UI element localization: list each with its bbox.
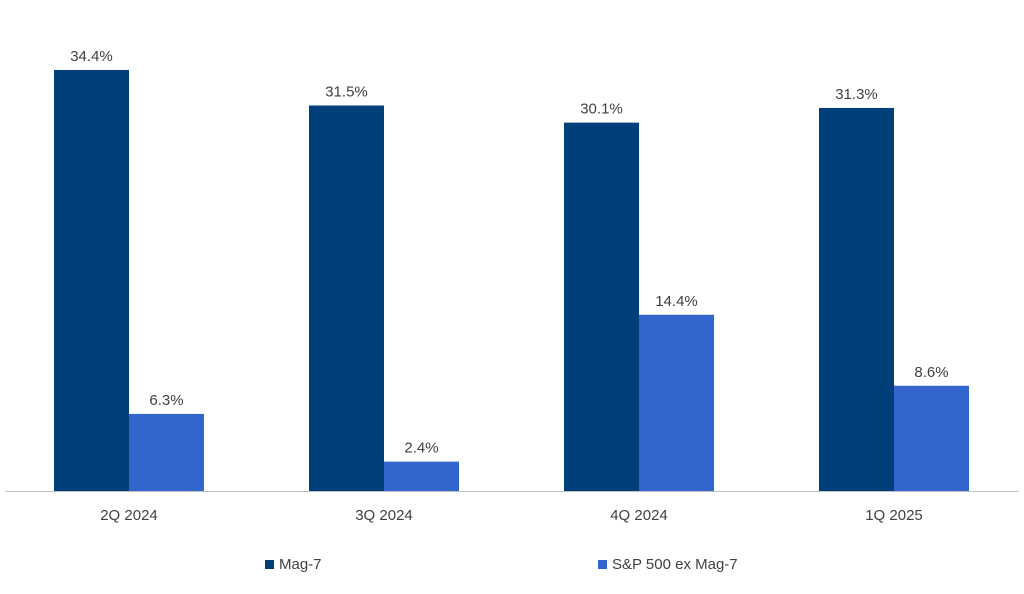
legend-label-sp500-ex-mag7: S&P 500 ex Mag-7 [612, 556, 738, 573]
bar-sp500-ex-mag7-0 [129, 413, 204, 491]
data-label-sp500-ex-mag7-0: 6.3% [149, 392, 183, 409]
bar-mag7-2 [564, 122, 639, 491]
x-tick-label-0: 2Q 2024 [100, 507, 158, 524]
bar-mag7-3 [819, 107, 894, 491]
bar-sp500-ex-mag7-2 [639, 314, 714, 491]
bar-mag7-1 [309, 105, 384, 492]
data-label-sp500-ex-mag7-2: 14.4% [655, 293, 698, 310]
legend: Mag-7 S&P 500 ex Mag-7 [265, 556, 738, 573]
bar-mag7-0 [54, 70, 129, 491]
data-label-sp500-ex-mag7-3: 8.6% [914, 364, 948, 381]
bar-sp500-ex-mag7-3 [894, 385, 969, 491]
legend-swatch-sp500-ex-mag7 [598, 560, 607, 569]
legend-swatch-mag7 [265, 560, 274, 569]
data-label-mag7-0: 34.4% [70, 48, 113, 65]
data-label-mag7-2: 30.1% [580, 101, 623, 118]
data-label-sp500-ex-mag7-1: 2.4% [404, 440, 438, 457]
data-label-mag7-3: 31.3% [835, 86, 878, 103]
x-tick-labels-layer: 2Q 2024 3Q 2024 4Q 2024 1Q 2025 [100, 507, 923, 524]
x-tick-label-3: 1Q 2025 [865, 507, 923, 524]
bar-sp500-ex-mag7-1 [384, 461, 459, 491]
legend-label-mag7: Mag-7 [279, 556, 322, 573]
data-labels-layer: 34.4% 6.3% 31.5% 2.4% 30.1% 14.4% 31.3% 8.6% [70, 48, 948, 457]
bars-layer [54, 70, 969, 492]
x-tick-label-1: 3Q 2024 [355, 507, 413, 524]
data-label-mag7-1: 31.5% [325, 83, 368, 100]
x-tick-label-2: 4Q 2024 [610, 507, 668, 524]
